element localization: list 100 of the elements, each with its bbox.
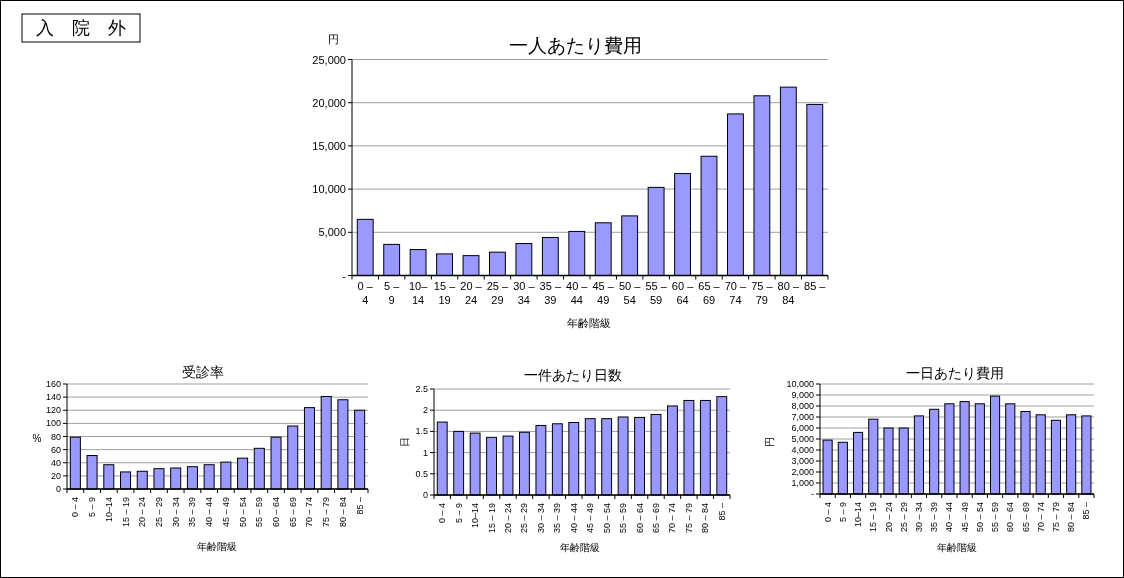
x-tick-label: 5 – 9 [87,497,98,518]
x-tick-label: 10–14 [103,497,114,523]
x-tick-label: 40 – 44 [204,497,215,528]
x-tick-label: 75 – 79 [321,497,332,528]
x-axis-title: 年齢階級 [567,317,611,329]
x-tick-label: 75 – 79 [1050,502,1061,533]
y-tick-label: 100 [45,418,61,429]
x-tick-label: 85 – [1081,502,1092,520]
x-tick-label: 70 – 74 [667,503,678,534]
x-tick-label: 35 – 39 [552,503,563,534]
y-tick-label: - [811,489,814,499]
x-tick-label: 0 – 4 [437,503,448,524]
y-tick-label: 5,000 [318,226,346,239]
y-tick-label: 6,000 [791,423,814,433]
annotation: 入 院 外 [36,18,126,38]
y-axis-title: 日 [398,437,410,447]
y-tick-label: 10,000 [786,379,814,389]
x-tick-label: 45 – 49 [592,279,614,306]
y-tick-label: 1,000 [791,478,814,488]
y-tick-label: 40 [51,457,61,468]
x-tick-label: 65 – 69 [651,503,661,534]
x-tick-label: 15 – 19 [486,503,497,534]
x-tick-label: 85 – [354,497,365,515]
x-tick-label: 30 – 34 [513,279,535,306]
x-tick-label: 30 – 34 [913,502,924,533]
x-tick-label: 50 – 54 [618,279,641,306]
x-tick-label: 15 – 19 [433,279,456,306]
y-tick-label: 80 [51,431,61,442]
y-tick-label: 0 [423,490,428,500]
x-tick-label: 25 – 29 [519,503,530,534]
y-tick-label: 10,000 [312,183,346,196]
y-tick-label: 25,000 [312,53,346,66]
y-tick-label: 5,000 [791,434,814,444]
x-tick-label: 0 – 4 [822,502,833,523]
x-tick-label: 45 – 49 [585,503,596,534]
x-tick-label: 25 – 29 [898,502,909,533]
x-tick-label: 85 – [804,279,826,292]
x-tick-label: 70 – 74 [1035,502,1046,533]
x-tick-label: 55 – 59 [645,279,667,306]
y-tick-label: 15,000 [312,139,346,152]
x-tick-label: 80 – 84 [1066,502,1077,533]
x-tick-label: 5 – 9 [384,279,400,306]
x-tick-label: 55 – 59 [254,497,265,528]
y-tick-label: 2 [423,405,428,416]
x-tick-label: 30 – 34 [170,497,181,528]
y-tick-label: 9,000 [791,390,814,400]
x-tick-label: 75 – 79 [683,503,694,534]
title: 一件あたり日数 [524,367,622,383]
x-tick-label: 10–14 [470,503,481,529]
x-tick-label: 60 – 64 [634,503,645,534]
x-tick-label: 60 – 64 [671,279,694,306]
y-tick-label: 20,000 [312,96,346,109]
y-tick-label: 2.5 [415,384,428,394]
x-tick-label: 30 – 34 [535,503,546,534]
y-tick-label: 0 [56,484,61,494]
x-tick-label: 70 – 74 [724,279,747,306]
x-axis-title: 年齢階級 [197,540,237,552]
x-tick-label: 20 – 24 [137,497,148,528]
y-axis-title: 円 [763,437,775,447]
x-tick-label: 10–14 [408,279,428,306]
x-tick-label: 45 – 49 [959,502,970,533]
x-tick-label: 65 – 69 [287,497,298,528]
y-tick-label: 0.5 [415,468,428,479]
x-axis-title: 年齢階級 [560,541,600,553]
y-tick-label: 60 [51,444,61,455]
x-tick-label: 0 – 4 [357,279,373,306]
x-tick-label: 65 – 69 [1020,502,1031,533]
y-tick-label: 140 [45,392,61,403]
y-tick-label: 4,000 [791,445,814,455]
x-tick-label: 55 – 59 [618,503,629,534]
x-tick-label: 20 – 24 [460,279,482,306]
y-tick-label: 2,000 [791,467,814,477]
title: 受診率 [182,364,224,380]
y-axis-title: 円 [327,33,339,45]
x-tick-label: 0 – 4 [70,497,81,518]
y-tick-label: - [342,269,346,282]
y-tick-label: 160 [45,379,61,389]
x-tick-label: 10–14 [853,502,864,528]
y-tick-label: 3,000 [791,456,814,466]
y-axis-title: % [32,432,42,444]
y-tick-label: 20 [51,470,61,481]
x-tick-label: 50 – 54 [237,497,248,528]
x-tick-label: 75 – 79 [751,279,773,306]
x-tick-label: 35 – 39 [539,279,562,306]
x-tick-label: 25 – 29 [153,497,164,528]
x-tick-label: 50 – 54 [601,503,612,534]
x-tick-label: 40 – 44 [568,503,579,534]
title: 一日あたり費用 [906,365,1004,381]
x-tick-label: 80 – 84 [337,497,348,528]
x-tick-label: 80 – 84 [700,503,711,534]
x-tick-label: 25 – 29 [486,279,509,306]
x-tick-label: 15 – 19 [868,502,879,533]
x-tick-label: 20 – 24 [883,502,894,533]
x-tick-label: 15 – 19 [120,497,131,528]
x-tick-label: 35 – 39 [187,497,198,528]
x-tick-label: 5 – 9 [453,503,464,524]
x-tick-label: 85 – [716,503,727,521]
x-tick-label: 40 – 44 [566,279,588,306]
y-tick-label: 7,000 [791,412,814,422]
x-tick-label: 35 – 39 [929,502,940,533]
